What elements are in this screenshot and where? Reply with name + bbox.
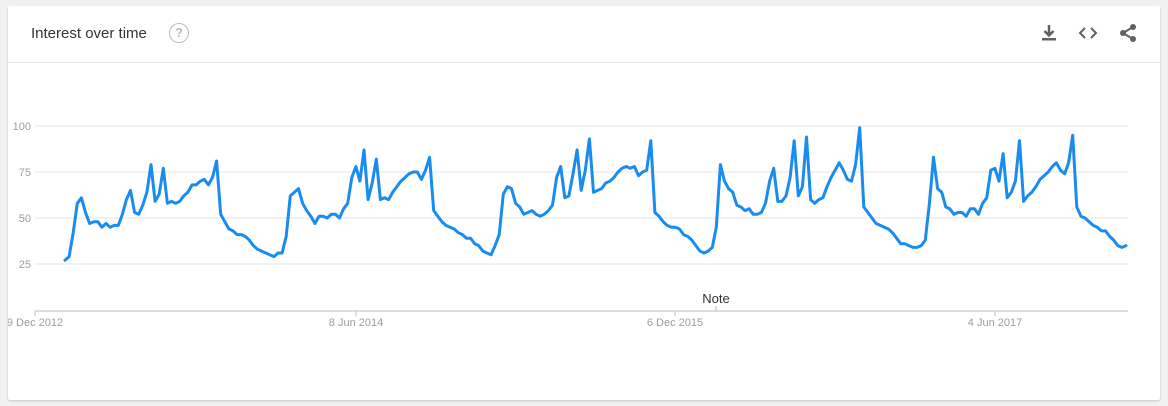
x-tick-label-1: 8 Jun 2014 (329, 317, 383, 329)
y-tick-label-25: 25 (19, 259, 31, 271)
x-tick-label-2: 6 Dec 2015 (647, 317, 703, 329)
share-icon[interactable] (1117, 22, 1139, 44)
interest-series-line (63, 126, 1128, 262)
x-tick-label-0: 9 Dec 2012 (8, 317, 63, 329)
note-label: Note (702, 291, 729, 306)
download-icon[interactable] (1038, 22, 1060, 44)
embed-code-icon[interactable] (1077, 22, 1099, 44)
y-tick-label-50: 50 (19, 213, 31, 225)
card-title: Interest over time (31, 25, 147, 42)
interest-line-chart: 25 50 75 100 9 Dec 2012 8 Jun 2014 6 Dec 2015 4… (8, 121, 1128, 329)
y-tick-label-75: 75 (19, 167, 31, 179)
x-tick-label-3: 4 Jun 2017 (968, 317, 1022, 329)
y-tick-label-100: 100 (13, 121, 31, 133)
interest-over-time-card: Interest over time ? 25 50 75 100 9 Dec 2012… (8, 6, 1160, 400)
help-question-icon[interactable]: ? (169, 23, 189, 43)
card-header: Interest over time ? (8, 6, 1160, 63)
